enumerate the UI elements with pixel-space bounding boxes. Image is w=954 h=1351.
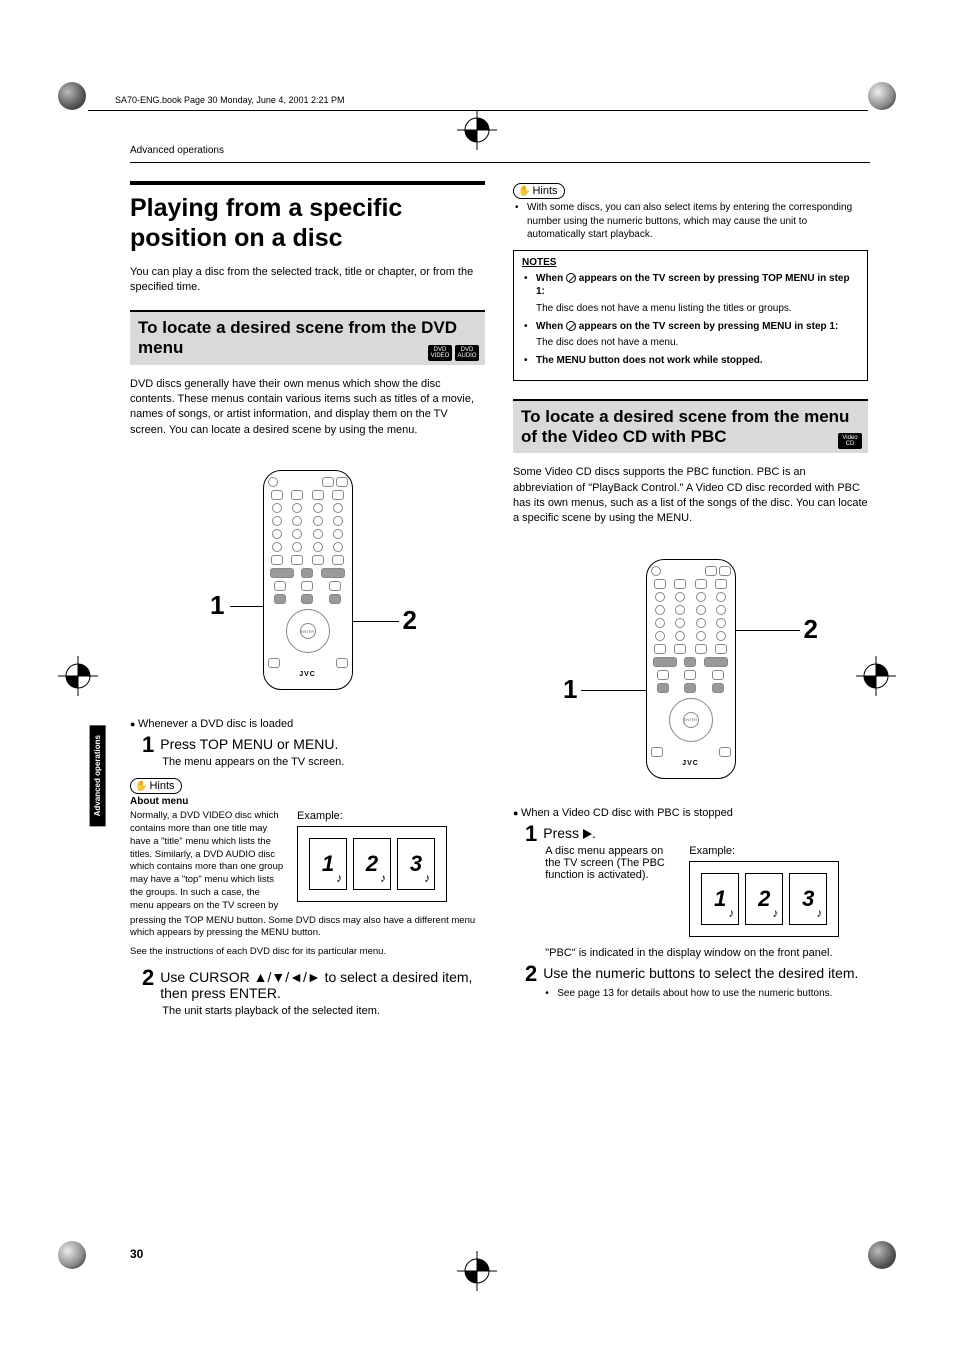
step-num: 1 [525, 823, 537, 845]
step-1-right: 1 Press . A disc menu appears on the TV … [525, 823, 868, 959]
note-item: When appears on the TV screen by pressin… [536, 272, 859, 299]
lead-line-2 [730, 630, 800, 631]
step-action: Use the numeric buttons to select the de… [543, 965, 868, 981]
example-item: 2♪ [353, 838, 391, 890]
reg-dot-tr [868, 82, 896, 110]
hints-subtitle: About menu [130, 796, 485, 807]
example-box: 1♪ 2♪ 3♪ [689, 861, 839, 937]
banner-title: To locate a desired scene from the DVD m… [138, 318, 477, 359]
hints-list: With some discs, you can also select ite… [513, 201, 868, 242]
reg-dot-br [868, 1241, 896, 1269]
crosshair-bottom [457, 1251, 497, 1291]
example-item: 1♪ [309, 838, 347, 890]
disc-badges: Video CD [838, 433, 862, 449]
dvd-menu-body: DVD discs generally have their own menus… [130, 377, 485, 439]
page: SA70-ENG.book Page 30 Monday, June 4, 20… [0, 0, 954, 1351]
left-column: Playing from a specific position on a di… [130, 181, 485, 1019]
reg-dot-bl [58, 1241, 86, 1269]
note-item: The MENU button does not work while stop… [536, 354, 859, 368]
prohibit-icon [566, 321, 576, 331]
notes-box: NOTES When appears on the TV screen by p… [513, 250, 868, 381]
step-action: Press TOP MENU or MENU. [160, 736, 485, 752]
remote-figure-right: 1 2 ENTER [513, 539, 868, 799]
example-box: 1♪ 2♪ 3♪ [297, 826, 447, 902]
hints-body-cont: pressing the TOP MENU button. Some DVD d… [130, 915, 485, 941]
remote-control: ENTER JVC [646, 559, 736, 779]
example-item: 2♪ [745, 873, 783, 925]
remote-enter: ENTER [683, 712, 699, 728]
lead-line-1 [581, 690, 649, 691]
step-num: 1 [142, 734, 154, 756]
step-result: The menu appears on the TV screen. [162, 756, 485, 768]
pbc-note: "PBC" is indicated in the display window… [545, 947, 868, 959]
crosshair-left [58, 656, 98, 696]
note-body: The disc does not have a menu. [536, 337, 859, 348]
hints-badge: Hints [513, 183, 565, 199]
disc-badges: DVD VIDEO DVD AUDIO [428, 345, 479, 361]
crosshair-top [457, 110, 497, 150]
example-item: 3♪ [789, 873, 827, 925]
step-action: Use CURSOR ▲/▼/◄/► to select a desired i… [160, 969, 485, 1001]
callout-1: 1 [563, 674, 577, 705]
banner-dvd-menu: To locate a desired scene from the DVD m… [130, 310, 485, 365]
page-title: Playing from a specific position on a di… [130, 181, 485, 253]
hints-body-col1: Normally, a DVD VIDEO disc which contain… [130, 810, 285, 913]
vcd-body: Some Video CD discs supports the PBC fun… [513, 465, 868, 527]
hints-item: With some discs, you can also select ite… [527, 201, 868, 242]
section-label: Advanced operations [130, 145, 870, 156]
header-text: SA70-ENG.book Page 30 Monday, June 4, 20… [115, 95, 344, 105]
lead-line-2 [351, 621, 399, 622]
remote-figure-left: 1 2 ENTER [130, 450, 485, 710]
example-label: Example: [297, 810, 457, 822]
prohibit-icon [566, 273, 576, 283]
note-body: The disc does not have a menu listing th… [536, 303, 859, 314]
note-item: When appears on the TV screen by pressin… [536, 320, 859, 334]
step-num: 2 [142, 967, 154, 989]
reg-dot-tl [58, 82, 86, 110]
step-bullet: See page 13 for details about how to use… [557, 987, 868, 1001]
callout-2: 2 [804, 614, 818, 645]
hints-badge: Hints [130, 778, 182, 794]
content: Advanced operations Advanced operations … [130, 145, 870, 1019]
right-column: Hints With some discs, you can also sele… [513, 181, 868, 1019]
remote-control: ENTER JVC [263, 470, 353, 690]
section-rule [130, 162, 870, 163]
step-action: Press . [543, 825, 868, 841]
banner-vcd-pbc: To locate a desired scene from the menu … [513, 399, 868, 454]
bullet-whenever: Whenever a DVD disc is loaded [130, 718, 485, 730]
badge-dvd-audio: DVD AUDIO [455, 345, 479, 361]
remote-brand: JVC [268, 671, 348, 678]
callout-2: 2 [403, 605, 417, 636]
callout-1: 1 [210, 590, 224, 621]
intro-text: You can play a disc from the selected tr… [130, 265, 485, 296]
example-label: Example: [689, 845, 849, 857]
bullet-when-vcd: When a Video CD disc with PBC is stopped [513, 807, 868, 819]
step-result: A disc menu appears on the TV screen (Th… [545, 845, 675, 881]
notes-title: NOTES [522, 257, 859, 268]
step-num: 2 [525, 963, 537, 985]
example-item: 3♪ [397, 838, 435, 890]
badge-video-cd: Video CD [838, 433, 862, 449]
page-number: 30 [130, 1247, 143, 1261]
step-result: The unit starts playback of the selected… [162, 1005, 485, 1017]
banner-title: To locate a desired scene from the menu … [521, 407, 860, 448]
step-1-left: 1 Press TOP MENU or MENU. The menu appea… [142, 734, 485, 768]
remote-enter: ENTER [300, 623, 316, 639]
step-2-right: 2 Use the numeric buttons to select the … [525, 963, 868, 1005]
example-item: 1♪ [701, 873, 739, 925]
remote-brand: JVC [651, 760, 731, 767]
see-instructions: See the instructions of each DVD disc fo… [130, 946, 485, 957]
header-rule [88, 110, 868, 111]
step-2-left: 2 Use CURSOR ▲/▼/◄/► to select a desired… [142, 967, 485, 1017]
play-icon [583, 829, 592, 839]
side-tab: Advanced operations [90, 725, 106, 826]
badge-dvd-video: DVD VIDEO [428, 345, 452, 361]
